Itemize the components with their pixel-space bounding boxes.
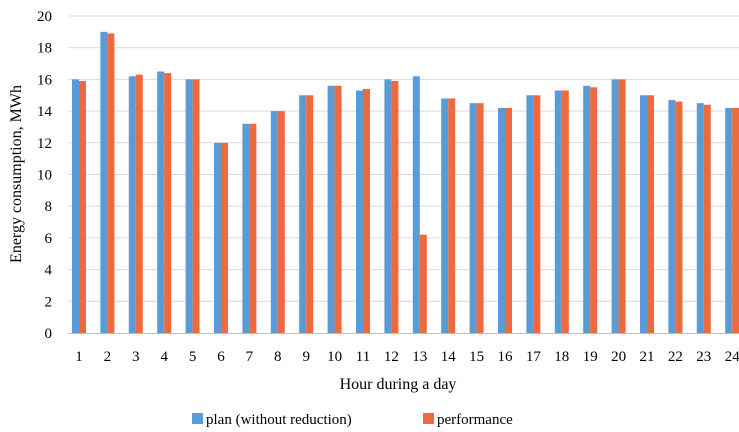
x-tick-label: 21 — [640, 349, 655, 365]
bar-plan — [128, 76, 136, 333]
bar-performance — [732, 107, 739, 334]
bar-performance — [135, 74, 143, 334]
bar-performance — [533, 95, 541, 333]
bar-plan — [668, 100, 676, 333]
bar-performance — [590, 87, 598, 333]
x-tick-label: 13 — [412, 349, 427, 365]
bar-plan — [356, 90, 363, 334]
y-tick-label: 10 — [37, 168, 52, 184]
x-tick-label: 3 — [132, 349, 140, 365]
x-tick-label: 1 — [75, 349, 83, 365]
grid-lines — [68, 15, 739, 302]
bar-plan — [725, 107, 733, 334]
bar-plan — [469, 103, 477, 333]
bar-performance — [164, 73, 172, 333]
x-tick-label: 8 — [274, 349, 282, 365]
bar-plan — [498, 107, 505, 334]
x-tick-label: 14 — [441, 349, 457, 365]
x-tick-label: 24 — [725, 349, 739, 365]
x-tick-label: 12 — [384, 349, 399, 365]
y-tick-label: 16 — [37, 72, 53, 88]
bar-performance — [334, 85, 342, 334]
x-axis-ticks: 1 2 3 4 5 6 7 8 9 10 11 12 13 14 15 16 17 18 19 20 21 22 23 24 — [75, 349, 739, 365]
x-tick-label: 5 — [189, 349, 197, 365]
bar-performance — [277, 111, 285, 333]
bar-performance — [703, 104, 711, 333]
y-tick-label: 2 — [45, 294, 53, 310]
x-tick-label: 2 — [104, 349, 112, 365]
bar-performance — [675, 101, 683, 333]
x-axis-title: Hour during a day — [340, 376, 457, 393]
bar-plan — [242, 123, 250, 333]
x-tick-label: 17 — [526, 349, 542, 365]
bar-performance — [221, 142, 228, 333]
bar-plan — [384, 79, 392, 334]
bar-plan — [554, 90, 562, 334]
x-tick-label: 6 — [217, 349, 225, 365]
y-tick-label: 4 — [45, 263, 53, 279]
x-tick-label: 15 — [469, 349, 484, 365]
x-tick-label: 22 — [668, 349, 683, 365]
bar-series — [72, 31, 739, 334]
y-tick-label: 20 — [37, 9, 52, 25]
y-tick-label: 6 — [45, 231, 53, 247]
x-tick-label: 9 — [302, 349, 310, 365]
bar-plan — [640, 95, 647, 333]
bar-plan — [100, 31, 108, 333]
y-tick-label: 14 — [37, 104, 53, 120]
x-tick-label: 20 — [611, 349, 626, 365]
bar-plan — [583, 85, 591, 334]
bar-plan — [526, 95, 534, 333]
bar-plan — [441, 98, 449, 333]
bar-performance — [249, 123, 257, 333]
bar-performance — [505, 107, 512, 334]
bar-plan — [185, 79, 193, 334]
bar-performance — [561, 90, 569, 334]
bar-performance — [476, 103, 484, 333]
bar-plan — [299, 95, 307, 333]
bar-plan — [611, 79, 619, 334]
x-tick-label: 10 — [327, 349, 342, 365]
legend-label-performance: performance — [437, 412, 513, 428]
bar-plan — [72, 79, 79, 334]
x-tick-label: 18 — [554, 349, 569, 365]
x-tick-label: 7 — [246, 349, 254, 365]
legend-label-plan: plan (without reduction) — [206, 412, 352, 428]
x-tick-label: 19 — [583, 349, 598, 365]
y-tick-label: 8 — [45, 199, 53, 215]
bar-performance — [79, 80, 86, 333]
y-tick-label: 0 — [45, 326, 53, 342]
legend-swatch-plan — [192, 413, 203, 424]
bar-performance — [419, 234, 427, 333]
legend-swatch-performance — [423, 413, 434, 424]
y-axis-title: Energy consumption, MWh — [8, 85, 25, 263]
y-axis-ticks: 0 2 4 6 8 10 12 14 16 18 20 — [37, 9, 53, 342]
bar-plan — [696, 103, 704, 333]
bar-plan — [327, 85, 335, 334]
y-tick-label: 12 — [37, 136, 52, 152]
bar-performance — [448, 98, 456, 333]
x-tick-label: 23 — [696, 349, 711, 365]
bar-plan — [412, 76, 420, 333]
bar-plan — [157, 71, 165, 333]
legend: plan (without reduction) performance — [192, 412, 513, 428]
y-tick-label: 18 — [37, 41, 52, 57]
bar-performance — [647, 95, 654, 333]
bar-performance — [306, 95, 314, 333]
bar-plan — [270, 111, 278, 333]
bar-plan — [214, 142, 221, 333]
bar-performance — [363, 88, 370, 333]
bar-performance — [618, 79, 626, 334]
bar-performance — [107, 33, 115, 334]
x-tick-label: 16 — [498, 349, 514, 365]
bar-performance — [391, 80, 399, 333]
x-tick-label: 11 — [356, 349, 370, 365]
x-tick-label: 4 — [160, 349, 168, 365]
bar-performance — [192, 79, 200, 334]
